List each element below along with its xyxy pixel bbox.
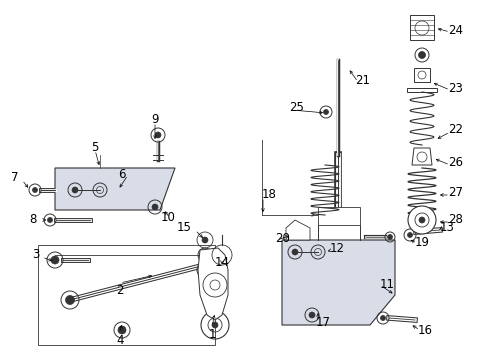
Circle shape <box>65 296 74 305</box>
Text: 20: 20 <box>274 231 289 244</box>
Polygon shape <box>413 68 429 82</box>
Circle shape <box>407 233 412 238</box>
Polygon shape <box>282 240 394 325</box>
Circle shape <box>51 256 59 264</box>
Text: 3: 3 <box>33 248 40 261</box>
Text: 22: 22 <box>447 123 462 136</box>
Polygon shape <box>406 88 436 92</box>
Text: 5: 5 <box>91 141 99 154</box>
Circle shape <box>407 206 435 234</box>
Circle shape <box>118 326 126 334</box>
Circle shape <box>212 322 218 328</box>
Circle shape <box>380 315 385 320</box>
Text: 16: 16 <box>417 324 432 337</box>
Circle shape <box>323 109 328 114</box>
Polygon shape <box>317 207 359 225</box>
Circle shape <box>152 204 158 210</box>
Text: 10: 10 <box>160 211 175 225</box>
Circle shape <box>418 217 424 223</box>
Text: 4: 4 <box>116 333 123 346</box>
Circle shape <box>418 51 425 58</box>
Text: 9: 9 <box>151 113 159 126</box>
Text: 26: 26 <box>447 157 462 170</box>
Text: 7: 7 <box>10 171 18 184</box>
Circle shape <box>32 188 38 193</box>
Polygon shape <box>409 15 433 40</box>
Polygon shape <box>55 168 175 210</box>
Text: 28: 28 <box>447 213 462 226</box>
Circle shape <box>202 237 207 243</box>
Polygon shape <box>411 148 431 165</box>
Circle shape <box>47 217 52 222</box>
Circle shape <box>155 132 161 138</box>
Text: 23: 23 <box>447 81 462 94</box>
Circle shape <box>291 249 297 255</box>
Text: 27: 27 <box>447 186 462 199</box>
Text: 25: 25 <box>288 102 303 114</box>
Text: 11: 11 <box>379 279 394 292</box>
Polygon shape <box>285 220 309 240</box>
Text: 18: 18 <box>262 189 276 202</box>
Text: 2: 2 <box>116 284 123 297</box>
Text: 24: 24 <box>447 23 462 36</box>
Text: 8: 8 <box>30 213 37 226</box>
Text: 14: 14 <box>214 256 229 270</box>
Text: 19: 19 <box>414 237 429 249</box>
Text: 17: 17 <box>315 316 330 329</box>
Polygon shape <box>198 248 227 320</box>
Text: 21: 21 <box>354 73 369 86</box>
Circle shape <box>308 312 314 318</box>
Text: 12: 12 <box>329 242 345 255</box>
Text: 15: 15 <box>177 221 192 234</box>
Circle shape <box>72 187 78 193</box>
Text: 13: 13 <box>439 221 454 234</box>
Text: 1: 1 <box>208 328 215 342</box>
Circle shape <box>386 234 392 239</box>
Text: 6: 6 <box>118 168 125 181</box>
